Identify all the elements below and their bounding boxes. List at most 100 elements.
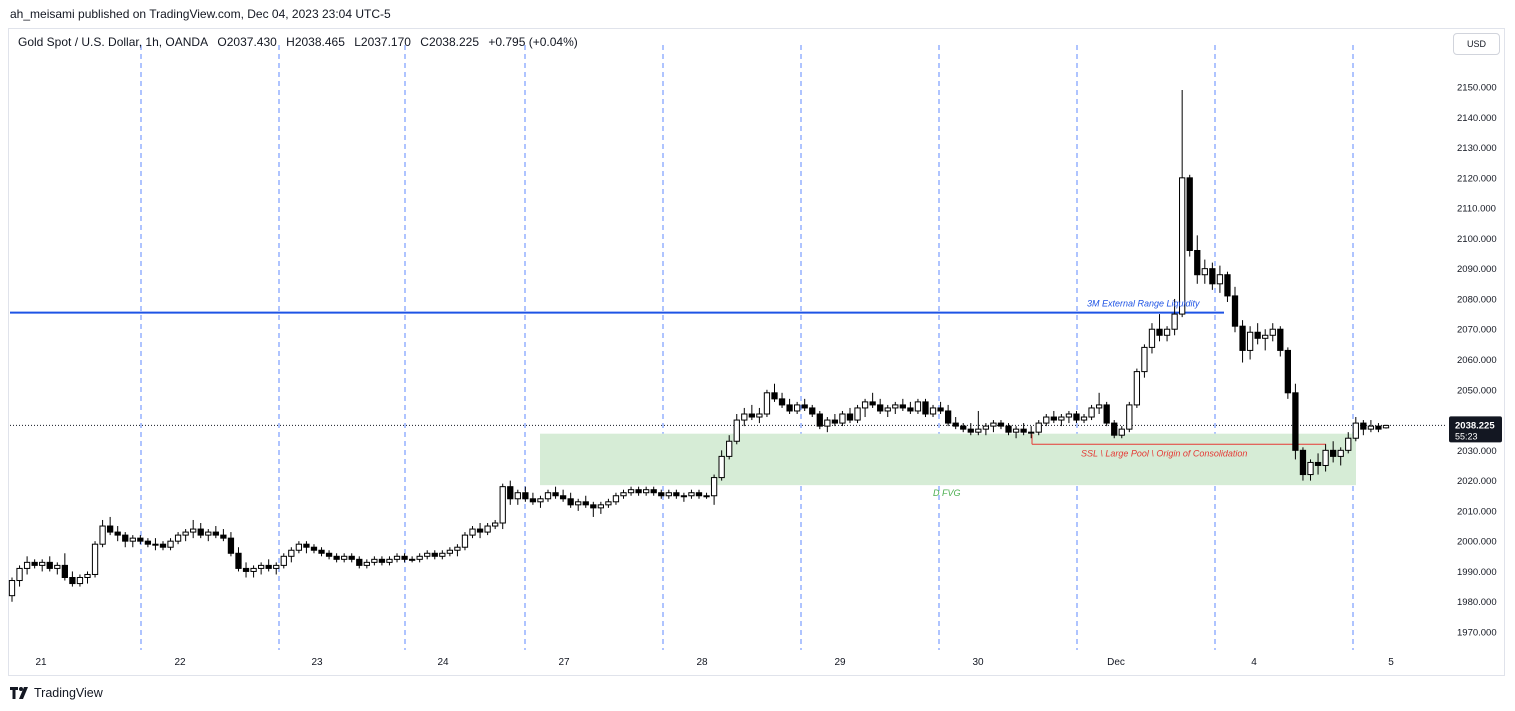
- candle-body: [846, 413, 854, 421]
- candle-body: [952, 422, 959, 427]
- candle: [869, 392, 876, 408]
- candle: [665, 489, 672, 499]
- price-tick-label: 2050.000: [1457, 385, 1497, 396]
- candle-body: [975, 428, 982, 433]
- candle-body: [861, 401, 869, 409]
- candle-body: [446, 549, 454, 554]
- candle: [1133, 368, 1141, 408]
- candle: [1179, 90, 1186, 318]
- candle-body: [552, 492, 559, 497]
- candle-body: [507, 486, 514, 500]
- candle: [167, 538, 174, 551]
- candle-body: [1239, 325, 1246, 351]
- candle-body: [265, 564, 272, 569]
- candle: [159, 541, 167, 551]
- candle-body: [220, 534, 227, 539]
- candle-body: [318, 549, 325, 554]
- session-separator-lines: [140, 45, 1354, 650]
- candle-body: [69, 577, 76, 585]
- candle: [1292, 383, 1299, 460]
- candle: [39, 559, 46, 572]
- legend-symbol[interactable]: Gold Spot / U.S. Dollar, 1h, OANDA: [18, 35, 209, 49]
- candle-body: [1043, 416, 1050, 424]
- date-tick-label: Dec: [1107, 657, 1125, 668]
- price-axis[interactable]: 1970.000 1980.000 1990.000 2000.000 2010.000…: [1457, 83, 1497, 639]
- tradingview-brand[interactable]: TradingView: [10, 686, 103, 700]
- candle-body: [280, 555, 287, 566]
- candle: [914, 398, 922, 414]
- candle: [1224, 271, 1231, 302]
- candle-series[interactable]: [8, 90, 1390, 602]
- candle-body: [1088, 407, 1095, 418]
- external-range-liquidity-label: 3M External Range Liquidity: [1087, 299, 1200, 309]
- candle: [1058, 414, 1065, 427]
- candle-body: [801, 404, 808, 409]
- candle-body: [1246, 331, 1254, 351]
- candle-body: [144, 540, 152, 545]
- candle-body: [1065, 413, 1073, 418]
- candle: [877, 398, 884, 414]
- candle-body: [39, 561, 46, 566]
- candle: [114, 526, 121, 542]
- candle-body: [990, 422, 997, 427]
- candle: [8, 577, 16, 602]
- candle: [507, 480, 514, 505]
- candle: [771, 383, 778, 402]
- candle-body: [1352, 422, 1359, 439]
- candle-body: [1111, 422, 1118, 436]
- candle: [809, 404, 816, 418]
- candle-body: [809, 407, 816, 415]
- candle-body: [673, 492, 680, 497]
- candle-body: [1224, 274, 1231, 297]
- currency-button[interactable]: USD: [1453, 33, 1500, 55]
- candle-body: [544, 492, 552, 500]
- candle-body: [1201, 268, 1208, 276]
- candle: [416, 553, 423, 563]
- candle-body: [831, 419, 839, 424]
- candle: [1118, 426, 1125, 439]
- candle: [899, 398, 906, 411]
- candle: [1314, 453, 1322, 475]
- candle: [212, 526, 219, 539]
- candle: [688, 489, 695, 499]
- candle-body: [250, 567, 257, 572]
- candle: [16, 565, 23, 587]
- fvg-label: D FVG: [933, 488, 961, 498]
- candle: [499, 483, 506, 530]
- candle-body: [967, 428, 974, 433]
- candle: [529, 492, 537, 505]
- candle-body: [907, 407, 914, 412]
- candle-body: [1141, 346, 1148, 373]
- candle: [1246, 326, 1254, 360]
- candle-body: [1322, 449, 1329, 466]
- candle-body: [84, 573, 91, 579]
- candle: [786, 398, 793, 414]
- candle-body: [1375, 425, 1382, 430]
- candle-body: [1095, 404, 1103, 409]
- candle: [582, 495, 589, 508]
- candle: [1194, 235, 1201, 284]
- candle-body: [99, 525, 106, 545]
- price-tick-label: 2000.000: [1457, 537, 1497, 548]
- candle: [884, 404, 891, 418]
- candle-body: [1005, 425, 1012, 433]
- candle: [107, 516, 114, 536]
- candle-body: [378, 558, 386, 563]
- time-axis[interactable]: 21 22 23 24 27 28 29 30 Dec 4 5: [35, 657, 1394, 668]
- ssl-label: SSL \ Large Pool \ Origin of Consolidati…: [1081, 448, 1247, 458]
- candle: [990, 420, 997, 433]
- candle-body: [1058, 416, 1065, 421]
- candle-body: [695, 492, 703, 497]
- candle-body: [892, 404, 899, 409]
- candle-body: [227, 537, 235, 554]
- candle-body: [114, 531, 121, 536]
- candle-body: [1050, 416, 1057, 421]
- candle-body: [122, 534, 129, 542]
- candle-body: [386, 558, 393, 563]
- candle-body: [129, 537, 136, 542]
- candle-body: [182, 531, 189, 536]
- candle-body: [937, 407, 944, 412]
- candle-body: [476, 528, 484, 533]
- candle-body: [726, 440, 733, 457]
